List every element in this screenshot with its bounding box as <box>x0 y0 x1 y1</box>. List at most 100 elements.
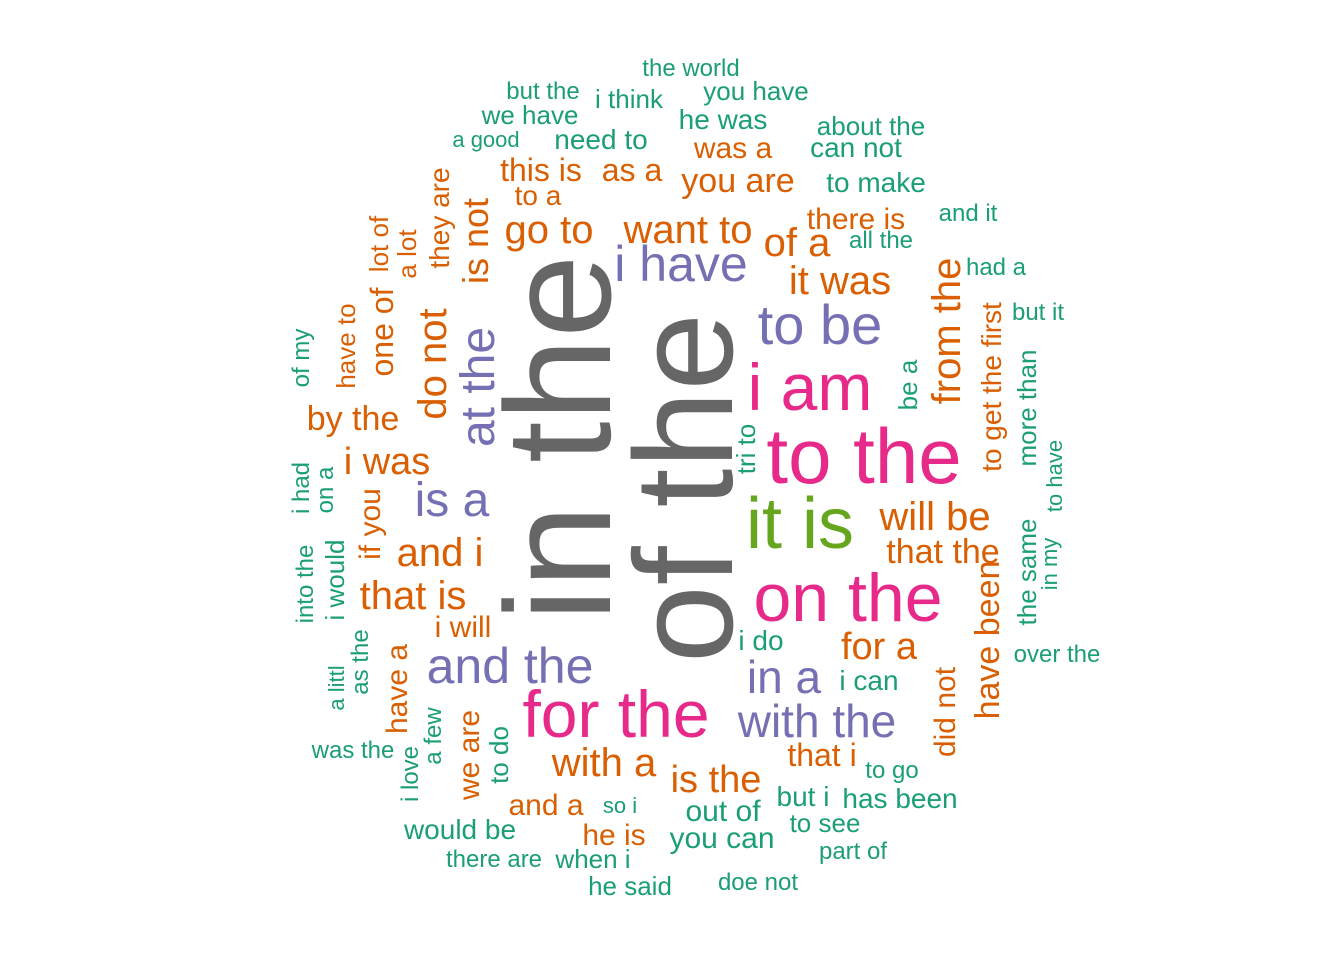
word-about-the: about the <box>817 111 925 141</box>
word-he-was: he was <box>679 104 768 135</box>
word-that-i: that i <box>787 737 856 773</box>
word-doe-not: doe not <box>718 869 798 896</box>
word-with-a: with a <box>551 741 657 785</box>
word-to-a: to a <box>515 180 562 211</box>
word-that-the: that the <box>886 533 999 571</box>
word-there-are: there are <box>446 846 542 873</box>
word-to-be: to be <box>758 293 883 356</box>
word-on-a: on a <box>312 466 339 513</box>
word-to-do: to do <box>484 726 514 784</box>
word-he-said: he said <box>588 871 672 901</box>
word-a-good: a good <box>452 127 519 152</box>
word-of-the: of the <box>605 313 762 663</box>
word-can-not: can not <box>810 132 902 163</box>
word-we-are: we are <box>453 710 486 801</box>
word-it-is: it is <box>746 484 854 564</box>
word-from-the: from the <box>925 258 969 405</box>
word-i-was: i was <box>344 441 431 483</box>
word-has-been: has been <box>842 783 957 814</box>
word-want-to: want to <box>623 208 753 252</box>
word-but-i: but i <box>777 781 830 812</box>
word-as-the: as the <box>347 629 374 694</box>
word-of-a: of a <box>764 221 831 265</box>
word-we-have: we have <box>481 100 579 130</box>
word-at-the: at the <box>452 327 505 447</box>
word-when-i: when i <box>554 844 630 874</box>
word-you-can: you can <box>669 822 774 855</box>
word-a-lot: a lot <box>392 229 422 279</box>
word-you-are: you are <box>681 162 794 200</box>
word-this-is: this is <box>500 152 582 188</box>
word-to-the: to the <box>766 412 961 500</box>
word-in-my: in my <box>1037 538 1062 591</box>
word-for-a: for a <box>841 626 918 668</box>
word-had-a: had a <box>966 254 1027 281</box>
word-you-have: you have <box>703 76 809 106</box>
word-they-are: they are <box>424 167 455 268</box>
word-on-the: on the <box>753 560 942 636</box>
word-one-of: one of <box>364 287 400 376</box>
word-all-the: all the <box>849 227 913 254</box>
word-i-have: i have <box>614 236 747 292</box>
word-by-the: by the <box>307 400 400 438</box>
word-a-littl: a littl <box>324 665 349 710</box>
word-more-than: more than <box>1012 349 1042 466</box>
word-i-think: i think <box>595 84 664 114</box>
word-and-it: and it <box>939 200 998 227</box>
word-to-see: to see <box>790 808 861 838</box>
word-of-my: of my <box>288 329 315 388</box>
word-would-be: would be <box>403 814 516 845</box>
word-is-the: is the <box>671 759 762 801</box>
word-that-is: that is <box>360 574 467 618</box>
word-if-you: if you <box>354 488 387 560</box>
word-but-the: but the <box>506 78 579 105</box>
word-i-had: i had <box>288 462 315 514</box>
word-to-go: to go <box>865 757 918 784</box>
word-i-do: i do <box>738 625 783 656</box>
word-in-the: in the <box>474 255 642 622</box>
word-with-the: with the <box>737 695 897 747</box>
word-he-is: he is <box>582 819 645 852</box>
word-for-the: for the <box>522 677 709 751</box>
word-be-a: be a <box>893 359 923 410</box>
word-over-the: over the <box>1014 641 1101 668</box>
word-i-am: i am <box>748 350 873 424</box>
word-i-can: i can <box>839 665 898 696</box>
word-and-the: and the <box>427 638 594 694</box>
word-have-to: have to <box>331 303 361 388</box>
word-and-i: and i <box>397 531 484 575</box>
word-into-the: into the <box>292 545 319 624</box>
word-i-would: i would <box>320 540 350 621</box>
word-so-i: so i <box>603 793 637 818</box>
word-have-a: have a <box>381 644 414 734</box>
word-a-few: a few <box>420 707 447 765</box>
word-did-not: did not <box>929 666 962 757</box>
word-was-a: was a <box>693 132 773 165</box>
word-is-not: is not <box>455 198 496 284</box>
word-out-of: out of <box>685 795 761 828</box>
word-to-get-the-first: to get the first <box>976 302 1007 472</box>
word-it-was: it was <box>789 259 891 303</box>
word-to-make: to make <box>826 167 926 198</box>
word-lot-of: lot of <box>364 215 394 272</box>
word-in-a: in a <box>747 651 822 703</box>
word-tri-to: tri to <box>731 424 761 475</box>
word-to-have: to have <box>1042 440 1067 512</box>
word-as-a: as a <box>602 152 663 188</box>
word-was-the: was the <box>311 737 395 764</box>
word-the-world: the world <box>642 55 739 82</box>
word-do-not: do not <box>411 308 455 419</box>
word-i-will: i will <box>435 611 492 644</box>
word-need-to: need to <box>554 124 647 155</box>
word-there-is: there is <box>807 203 905 236</box>
word-but-it: but it <box>1012 299 1064 326</box>
word-i-love: i love <box>397 746 424 802</box>
word-go-to: go to <box>505 208 594 252</box>
word-will-be: will be <box>878 495 990 539</box>
word-and-a: and a <box>508 789 583 822</box>
word-is-a: is a <box>415 474 490 527</box>
word-have-been: have been <box>969 561 1007 720</box>
word-the-same: the same <box>1012 519 1042 626</box>
word-part-of: part of <box>819 838 887 865</box>
